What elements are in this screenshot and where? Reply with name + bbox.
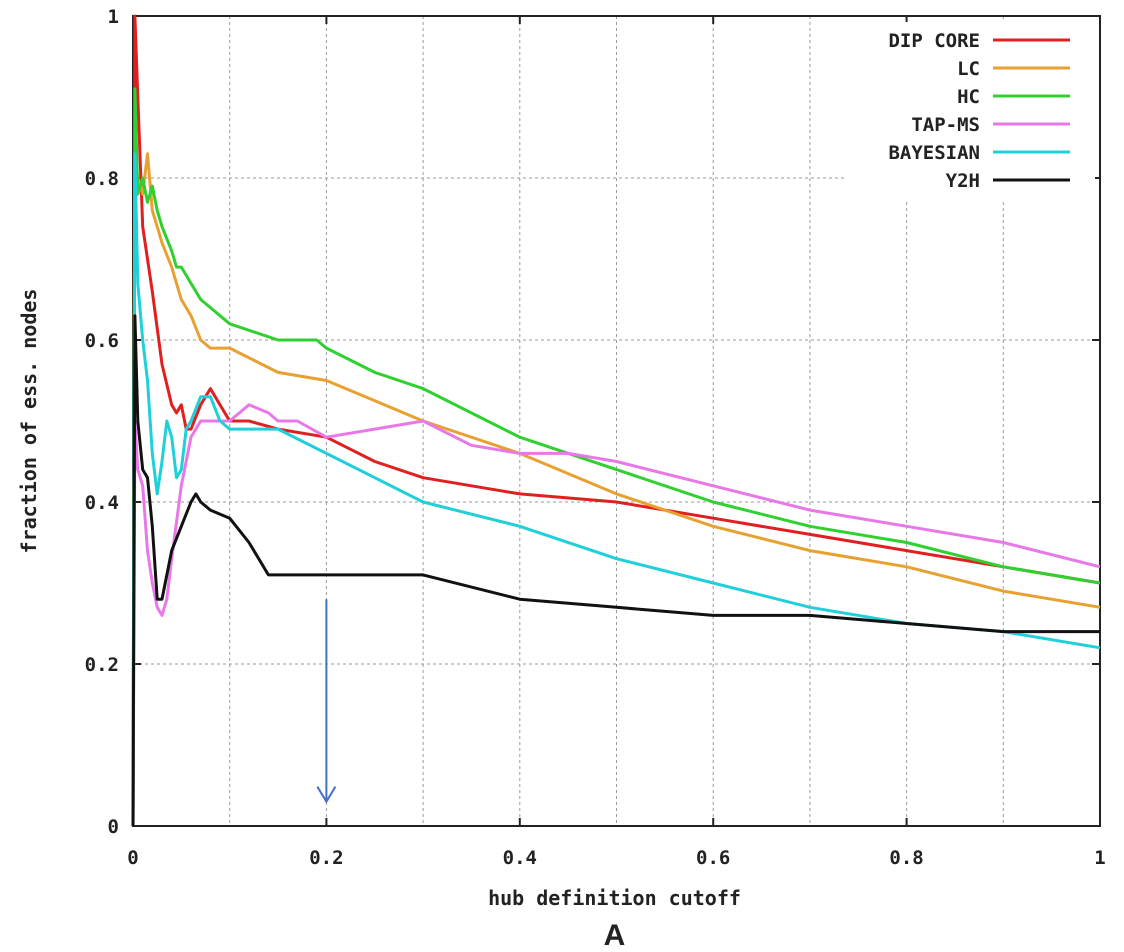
- legend-label: LC: [957, 58, 980, 80]
- series-line-tap-ms: [131, 403, 1101, 827]
- legend-label: DIP CORE: [888, 30, 980, 52]
- y-axis-label: fraction of ess. nodes: [17, 289, 41, 554]
- y-tick-label: 0.4: [85, 492, 119, 514]
- legend-label: Y2H: [946, 170, 980, 192]
- annotations: [316, 599, 337, 804]
- panel-label: A: [604, 919, 626, 952]
- x-tick-label: 1: [1094, 847, 1105, 869]
- y-tick-label: 0.8: [85, 168, 119, 190]
- series-line-lc: [131, 152, 1101, 827]
- arrow-head: [316, 786, 337, 804]
- series-layer: [131, 14, 1101, 827]
- y-tick-label: 0.2: [85, 654, 119, 676]
- y-tick-label: 0: [108, 816, 119, 838]
- x-tick-label: 0.4: [503, 847, 537, 869]
- x-tick-label: 0: [127, 847, 138, 869]
- x-tick-label: 0.8: [889, 847, 923, 869]
- legend: DIP CORE LC HC TAP-MS BAYESIAN Y2H: [845, 22, 1095, 202]
- legend-label: BAYESIAN: [888, 142, 980, 164]
- x-tick-label: 0.6: [696, 847, 730, 869]
- series-line-y2h: [131, 314, 1100, 827]
- y-tick-label: 1: [108, 6, 119, 28]
- x-axis-label: hub definition cutoff: [488, 886, 741, 910]
- y-tick-label: 0.6: [85, 330, 119, 352]
- axis-ticks: 0 0.2 0.4 0.6 0.8 1 0 0.2 0.4 0.6 0.8 1: [85, 6, 1106, 869]
- series-line-hc: [131, 87, 1101, 827]
- x-tick-label: 0.2: [309, 847, 343, 869]
- legend-background: [845, 22, 1095, 202]
- legend-label: HC: [957, 86, 980, 108]
- series-line-bayesian: [131, 152, 1101, 827]
- legend-label: TAP-MS: [911, 114, 980, 136]
